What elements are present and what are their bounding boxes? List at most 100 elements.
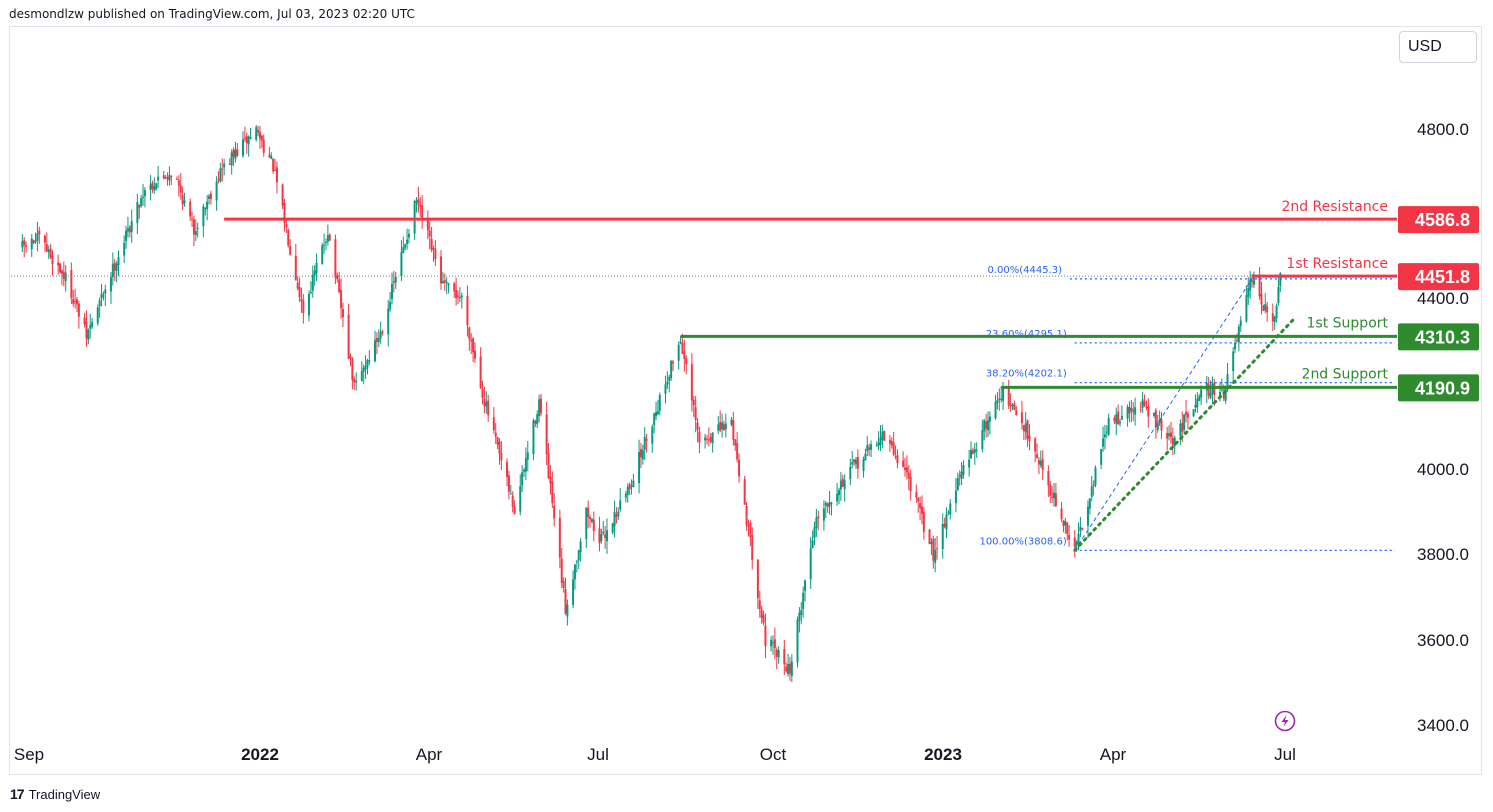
y-tick-label: 4000.0 <box>1417 460 1469 479</box>
candle <box>915 484 918 503</box>
candle <box>347 303 350 360</box>
x-tick-label: Jul <box>1274 745 1296 764</box>
candle <box>98 297 101 318</box>
candle <box>1168 425 1171 441</box>
candle <box>21 233 24 253</box>
levels-layer: 0.00%(4445.3) 23.60%(4295.1) 38.20%(4202.1… <box>11 199 1397 552</box>
candle <box>1026 419 1029 448</box>
candle <box>1130 400 1133 423</box>
candle <box>1156 414 1159 433</box>
candle <box>743 475 746 505</box>
candle <box>470 333 473 355</box>
publisher-header: desmondlzw published on TradingView.com,… <box>9 7 415 21</box>
candle <box>191 211 194 228</box>
candle <box>324 238 327 251</box>
candle <box>192 215 195 247</box>
candle <box>189 198 192 222</box>
candle <box>387 299 390 347</box>
support-level-label: 2nd Support <box>1302 366 1389 382</box>
fib-level-label: 23.60%(4295.1) <box>986 329 1067 340</box>
candle <box>500 440 503 471</box>
alert-icon[interactable] <box>1274 710 1296 732</box>
candle <box>804 579 807 602</box>
candle <box>962 460 965 479</box>
candle <box>960 462 963 485</box>
candle <box>907 464 910 491</box>
candle <box>994 394 997 420</box>
candle <box>109 271 112 304</box>
candle <box>360 361 363 382</box>
candle <box>394 271 397 289</box>
candle <box>453 281 456 298</box>
candle <box>943 517 946 529</box>
candle <box>1266 301 1269 322</box>
candle <box>115 261 118 283</box>
candle <box>811 530 814 549</box>
candle <box>432 245 435 262</box>
candle <box>1009 393 1012 412</box>
candle <box>232 147 235 166</box>
currency-button[interactable]: USD <box>1399 31 1477 63</box>
candle <box>905 455 908 480</box>
candle <box>1183 413 1186 434</box>
candle <box>1271 303 1274 332</box>
candle <box>123 235 126 263</box>
candle <box>539 393 542 417</box>
candle <box>59 263 62 274</box>
candle <box>1079 517 1082 537</box>
candle <box>47 245 50 260</box>
candle <box>496 436 499 450</box>
candle <box>334 234 337 285</box>
candle <box>536 410 539 429</box>
candle <box>1194 394 1197 413</box>
candle <box>1139 401 1142 413</box>
candle <box>377 329 380 348</box>
candle <box>1169 421 1172 444</box>
price-badge: 4451.8 <box>1398 263 1479 291</box>
candle <box>945 507 948 539</box>
candle <box>311 265 314 298</box>
candle <box>600 528 603 544</box>
svg-text:4190.9: 4190.9 <box>1415 378 1470 398</box>
candle <box>287 228 290 248</box>
candle <box>822 500 825 531</box>
candle <box>775 647 778 670</box>
candle <box>653 412 656 434</box>
candle <box>217 171 220 184</box>
candle <box>43 234 46 253</box>
candle <box>447 282 450 294</box>
candle <box>153 177 156 194</box>
candle <box>170 175 173 186</box>
candle <box>598 516 601 552</box>
candle <box>1145 400 1148 411</box>
candle <box>883 430 886 442</box>
candle <box>281 183 284 210</box>
candle <box>57 254 60 275</box>
candle <box>683 339 686 372</box>
candle <box>630 479 633 495</box>
x-tick-label: Apr <box>416 745 443 764</box>
candle <box>896 449 899 469</box>
chart-frame <box>9 26 1482 775</box>
candle <box>247 135 250 157</box>
candle <box>958 470 961 486</box>
candle <box>221 158 224 182</box>
candle <box>547 442 550 479</box>
candle <box>506 458 509 487</box>
candle <box>60 269 63 286</box>
candle <box>421 195 424 229</box>
x-tick-label: Oct <box>760 745 787 764</box>
candle <box>877 431 880 451</box>
candle <box>76 296 79 313</box>
candle <box>602 520 605 536</box>
candle <box>1088 497 1091 515</box>
candle <box>1247 277 1250 305</box>
candle <box>902 451 905 468</box>
candle <box>817 510 820 531</box>
candle <box>734 438 737 451</box>
candle <box>1239 316 1242 332</box>
candle <box>70 262 73 305</box>
candle <box>230 149 233 175</box>
candle <box>534 419 537 427</box>
